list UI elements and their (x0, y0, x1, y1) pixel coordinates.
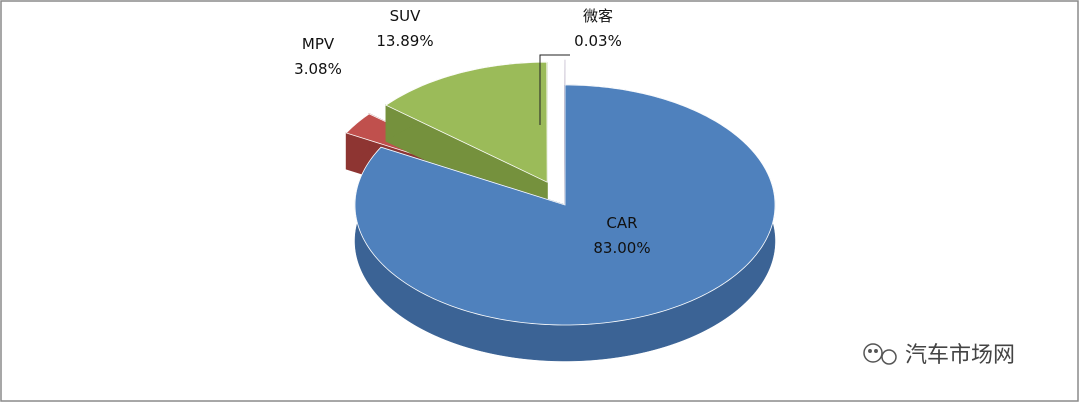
slice-value-label: 3.08% (294, 60, 342, 78)
slice-label: 微客 (583, 7, 613, 25)
slice-label: SUV (390, 7, 422, 25)
slice-value-label: 13.89% (376, 32, 433, 50)
slice-label: MPV (302, 35, 335, 53)
slice-value-label: 0.03% (574, 32, 622, 50)
slice-value-label: 83.00% (593, 239, 650, 257)
slice-label: CAR (606, 214, 637, 232)
watermark: 汽车市场网 (905, 343, 1015, 368)
